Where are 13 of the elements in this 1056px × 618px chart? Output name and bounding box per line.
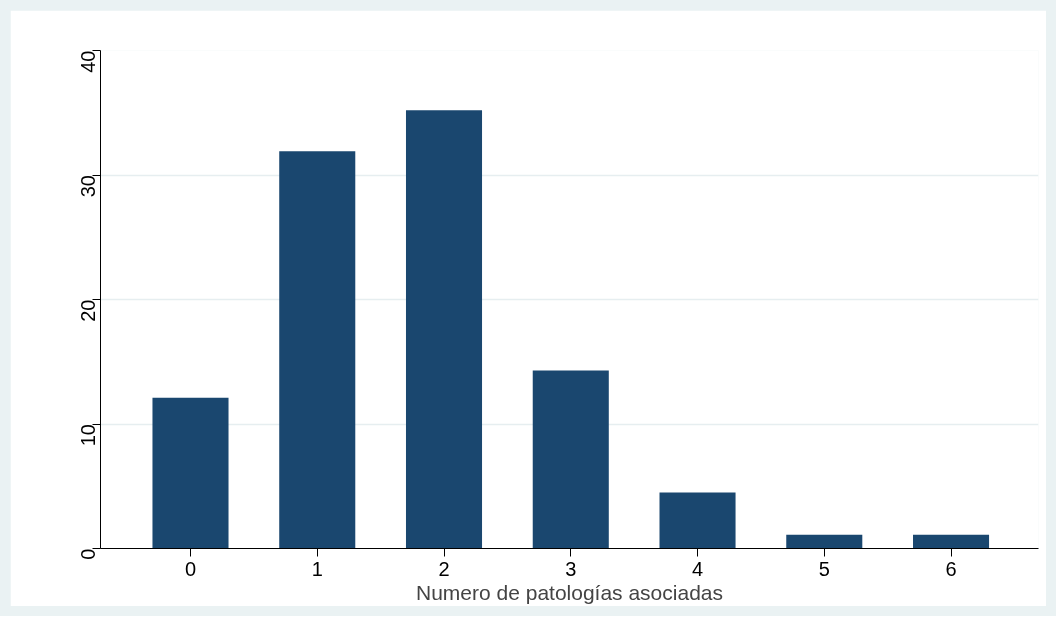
x-tick-label: 1: [311, 557, 323, 580]
y-tick-label: 40: [76, 50, 99, 73]
x-tick-label: 5: [818, 557, 830, 580]
x-tick-label: 4: [691, 557, 704, 580]
x-tick-label: 6: [945, 557, 957, 580]
x-tick-label: 2: [438, 557, 450, 580]
y-tick-label: 30: [76, 175, 99, 198]
y-tick-label: 20: [76, 299, 99, 322]
x-axis-title: Numero de patologías asociadas: [415, 580, 724, 604]
x-tick-label: 3: [565, 557, 577, 580]
x-tick-label: 0: [184, 557, 197, 580]
y-tick-label: 10: [76, 424, 99, 447]
y-tick-label: 0: [76, 548, 99, 560]
